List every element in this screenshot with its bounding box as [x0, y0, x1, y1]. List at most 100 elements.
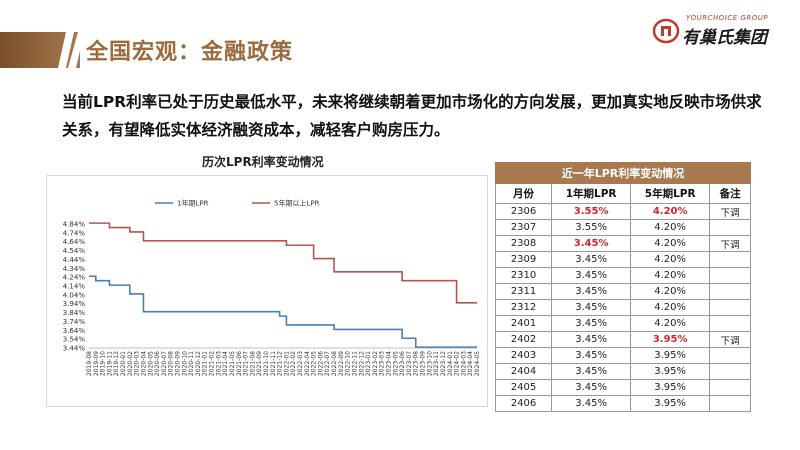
x-tick-label: 2020-02 — [127, 351, 134, 376]
lead-paragraph: 当前LPR利率已处于历史最低水平，未来将继续朝着更加市场化的方向发展，更加真实地… — [62, 93, 762, 139]
cell-1y-lpr: 3.45% — [551, 331, 632, 348]
x-tick-label: 2023-08 — [413, 351, 420, 376]
x-tick-label: 2022-07 — [324, 351, 331, 376]
table-row: 2312 3.45% 4.20% — [494, 299, 751, 316]
logo-icon — [652, 18, 680, 44]
x-tick-label: 2020-12 — [195, 351, 202, 376]
x-tick-label: 2021-04 — [222, 351, 229, 376]
table-row: 2306 3.55% 4.20% 下调 — [494, 203, 751, 220]
cell-note: 下调 — [709, 331, 751, 348]
cell-1y-lpr: 3.55% — [551, 219, 632, 236]
x-tick-label: 2020-03 — [134, 351, 141, 376]
table-caption: 近一年LPR利率变动情况 — [495, 162, 751, 184]
cell-5y-lpr: 3.95% — [630, 331, 711, 348]
x-tick-label: 2022-02 — [290, 351, 297, 376]
x-tick-label: 2023-02 — [372, 351, 379, 376]
y-tick-label: 3.74% — [63, 318, 86, 326]
y-tick-label: 4.34% — [63, 265, 86, 273]
x-tick-label: 2021-11 — [270, 351, 277, 376]
x-tick-label: 2022-11 — [351, 351, 358, 376]
cell-5y-lpr: 3.95% — [630, 395, 711, 412]
table-row: 2311 3.45% 4.20% — [494, 283, 751, 300]
x-tick-label: 2019-12 — [113, 351, 120, 376]
y-tick-label: 3.64% — [63, 327, 86, 335]
cell-5y-lpr: 4.20% — [630, 315, 711, 332]
y-tick-label: 4.64% — [63, 238, 86, 246]
table-row: 2403 3.45% 3.95% — [494, 347, 751, 364]
x-tick-label: 2022-05 — [311, 351, 318, 376]
legend-label: 5年期以上LPR — [274, 199, 320, 208]
x-tick-label: 2021-01 — [202, 351, 209, 376]
lpr-table: 近一年LPR利率变动情况 月份 1年期LPR 5年期LPR 备注 2306 3.5… — [494, 162, 751, 412]
cell-month: 2309 — [494, 251, 553, 268]
x-tick-label: 2019-11 — [106, 351, 113, 376]
y-tick-label: 4.24% — [63, 274, 86, 282]
x-tick-label: 2021-02 — [209, 351, 216, 376]
cell-month: 2310 — [494, 267, 553, 284]
x-tick-label: 2024-04 — [467, 351, 474, 376]
cell-1y-lpr: 3.45% — [551, 363, 632, 380]
x-tick-label: 2021-07 — [243, 351, 250, 376]
x-tick-label: 2022-12 — [358, 351, 365, 376]
y-tick-label: 4.14% — [63, 283, 86, 291]
cell-5y-lpr: 3.95% — [630, 363, 711, 380]
cell-1y-lpr: 3.45% — [551, 283, 632, 300]
x-tick-label: 2022-10 — [345, 351, 352, 376]
x-tick-label: 2021-05 — [229, 351, 236, 376]
x-tick-label: 2020-09 — [174, 351, 181, 376]
logo-english: YOURCHOICE GROUP — [686, 14, 769, 22]
x-tick-label: 2023-07 — [406, 351, 413, 376]
cell-note: 下调 — [709, 235, 751, 252]
y-tick-label: 3.84% — [63, 309, 86, 317]
cell-1y-lpr: 3.45% — [551, 347, 632, 364]
cell-month: 2311 — [494, 283, 553, 300]
x-tick-label: 2022-04 — [304, 351, 311, 376]
cell-month: 2406 — [494, 395, 553, 412]
lpr-chart-svg: 4.84%4.74%4.64%4.54%4.44%4.34%4.24%4.14%… — [63, 199, 481, 377]
page-title: 全国宏观：金融政策 — [86, 40, 294, 65]
x-tick-label: 2023-05 — [392, 351, 399, 376]
x-tick-label: 2022-01 — [283, 351, 290, 376]
cell-1y-lpr: 3.55% — [551, 203, 632, 220]
cell-month: 2403 — [494, 347, 553, 364]
cell-month: 2307 — [494, 219, 553, 236]
y-tick-label: 3.94% — [63, 300, 86, 308]
x-tick-label: 2023-11 — [433, 351, 440, 376]
cell-5y-lpr: 3.95% — [630, 347, 711, 364]
x-tick-label: 2024-05 — [474, 351, 481, 376]
table-row: 2404 3.45% 3.95% — [494, 363, 751, 380]
x-tick-label: 2022-06 — [317, 351, 324, 376]
x-tick-label: 2021-08 — [249, 351, 256, 376]
col-header-1y: 1年期LPR — [551, 183, 632, 204]
cell-note — [709, 251, 751, 268]
x-tick-label: 2023-06 — [399, 351, 406, 376]
cell-month: 2308 — [494, 235, 553, 252]
x-tick-label: 2019-09 — [93, 351, 100, 376]
table-row: 2401 3.45% 4.20% — [494, 315, 751, 332]
cell-1y-lpr: 3.45% — [551, 315, 632, 332]
y-tick-label: 4.54% — [63, 247, 86, 255]
x-tick-label: 2020-06 — [154, 351, 161, 376]
cell-note — [709, 283, 751, 300]
cell-month: 2405 — [494, 379, 553, 396]
cell-note — [709, 219, 751, 236]
x-tick-label: 2021-12 — [277, 351, 284, 376]
x-tick-label: 2020-11 — [188, 351, 195, 376]
company-logo: YOURCHOICE GROUP 有巢氏集团 — [648, 14, 788, 48]
col-header-5y: 5年期LPR — [630, 183, 711, 204]
x-tick-label: 2023-03 — [379, 351, 386, 376]
col-header-note: 备注 — [709, 183, 751, 204]
cell-5y-lpr: 4.20% — [630, 283, 711, 300]
cell-1y-lpr: 3.45% — [551, 235, 632, 252]
cell-1y-lpr: 3.45% — [551, 267, 632, 284]
cell-1y-lpr: 3.45% — [551, 379, 632, 396]
x-tick-label: 2022-08 — [331, 351, 338, 376]
y-tick-label: 4.04% — [63, 291, 86, 299]
table-row: 2307 3.55% 4.20% — [494, 219, 751, 236]
table-row: 2405 3.45% 3.95% — [494, 379, 751, 396]
cell-note — [709, 299, 751, 316]
cell-note — [709, 379, 751, 396]
x-tick-label: 2022-09 — [338, 351, 345, 376]
legend-label: 1年期LPR — [177, 199, 209, 208]
x-tick-label: 2019-10 — [100, 351, 107, 376]
